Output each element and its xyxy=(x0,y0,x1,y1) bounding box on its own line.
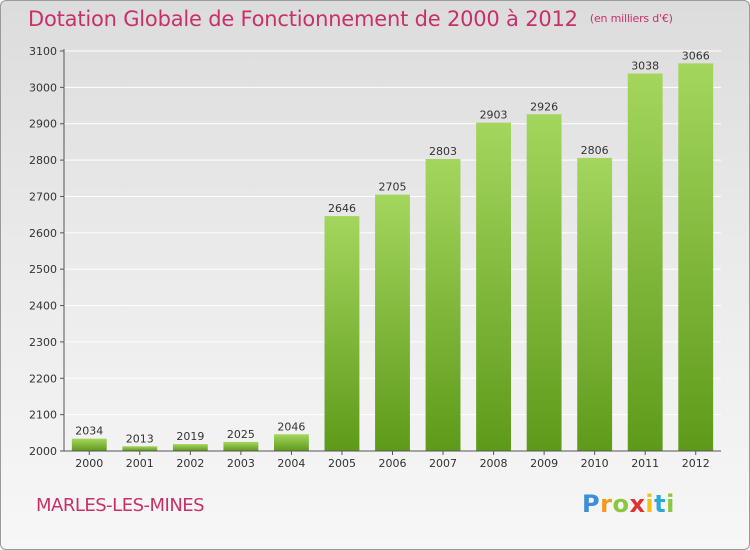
data-label: 2034 xyxy=(75,425,103,438)
y-tick-label: 3100 xyxy=(29,45,57,58)
data-label: 2046 xyxy=(277,420,305,433)
y-tick-label: 3000 xyxy=(29,81,57,94)
bar xyxy=(678,63,714,451)
bar xyxy=(425,159,461,451)
data-label: 2646 xyxy=(328,202,356,215)
logo-letter: P xyxy=(582,490,601,518)
data-label: 2705 xyxy=(379,181,407,194)
chart-title: Dotation Globale de Fonctionnement de 20… xyxy=(28,7,673,31)
data-label: 2903 xyxy=(480,109,508,122)
logo-letter: x xyxy=(629,490,646,518)
y-tick-label: 2700 xyxy=(29,190,57,203)
bar xyxy=(526,114,562,451)
commune-name: MARLES-LES-MINES xyxy=(36,495,205,516)
x-tick-label: 2012 xyxy=(682,457,710,470)
labels: 2000 2100 2200 2300 2400 2500 2600 2700 2800 2900… xyxy=(29,45,710,470)
y-tick-label: 2300 xyxy=(29,336,57,349)
chart-unit: (en milliers d'€) xyxy=(589,12,673,25)
x-tick-label: 2003 xyxy=(227,457,255,470)
data-label: 3066 xyxy=(682,49,710,62)
proxiti-logo: Proxiti xyxy=(582,490,675,518)
bars xyxy=(71,63,714,452)
y-tick-label: 2900 xyxy=(29,118,57,131)
data-label: 2926 xyxy=(530,100,558,113)
y-tick-label: 2400 xyxy=(29,300,57,313)
bar xyxy=(273,434,309,451)
data-label: 2013 xyxy=(126,432,154,445)
y-tick-label: 2000 xyxy=(29,445,57,458)
x-tick-label: 2004 xyxy=(277,457,305,470)
bar xyxy=(122,446,158,451)
bar xyxy=(476,122,512,452)
bar xyxy=(223,441,259,451)
y-tick-label: 2200 xyxy=(29,372,57,385)
logo-letter: i xyxy=(645,490,655,518)
x-tick-label: 2006 xyxy=(379,457,407,470)
bar xyxy=(627,73,663,451)
x-tick-label: 2009 xyxy=(530,457,558,470)
data-label: 3038 xyxy=(631,60,659,73)
logo-letter: t xyxy=(654,490,667,518)
data-label: 2806 xyxy=(581,144,609,157)
logo-letter: o xyxy=(612,490,630,518)
chart-title-text: Dotation Globale de Fonctionnement de 20… xyxy=(28,7,578,31)
axes xyxy=(60,49,721,455)
x-tick-label: 2002 xyxy=(176,457,204,470)
x-tick-label: 2005 xyxy=(328,457,356,470)
y-tick-label: 2100 xyxy=(29,409,57,422)
y-tick-label: 2800 xyxy=(29,154,57,167)
x-tick-label: 2007 xyxy=(429,457,457,470)
x-tick-label: 2011 xyxy=(631,457,659,470)
x-tick-label: 2010 xyxy=(581,457,609,470)
logo-letter: r xyxy=(600,490,613,518)
y-tick-label: 2500 xyxy=(29,263,57,276)
logo-letter: i xyxy=(666,490,675,518)
x-tick-label: 2000 xyxy=(75,457,103,470)
bar xyxy=(577,157,613,451)
bar xyxy=(172,444,208,451)
bar xyxy=(71,438,107,451)
bar xyxy=(324,216,360,451)
data-label: 2019 xyxy=(176,430,204,443)
data-label: 2025 xyxy=(227,428,255,441)
y-tick-label: 2600 xyxy=(29,227,57,240)
data-label: 2803 xyxy=(429,145,457,158)
x-tick-label: 2008 xyxy=(480,457,508,470)
bar xyxy=(375,194,410,452)
x-tick-label: 2001 xyxy=(126,457,154,470)
